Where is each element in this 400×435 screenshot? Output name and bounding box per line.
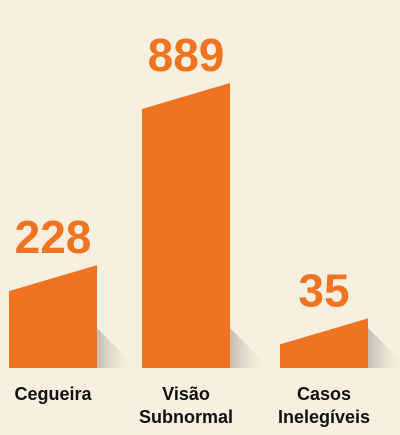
- bar: [280, 318, 368, 368]
- bar-shadow: [368, 328, 400, 368]
- bar-shadow: [97, 328, 137, 368]
- category-label: Cegueira: [14, 384, 92, 404]
- category-label: Visão Subnormal: [138, 384, 233, 427]
- value-label: 889: [148, 29, 225, 81]
- value-label: 35: [298, 264, 349, 316]
- bar-shadow: [230, 328, 270, 368]
- bar: [9, 265, 97, 368]
- value-label: 228: [15, 211, 92, 263]
- bar: [142, 83, 230, 368]
- category-label: Casos Inelegíveis: [277, 384, 371, 427]
